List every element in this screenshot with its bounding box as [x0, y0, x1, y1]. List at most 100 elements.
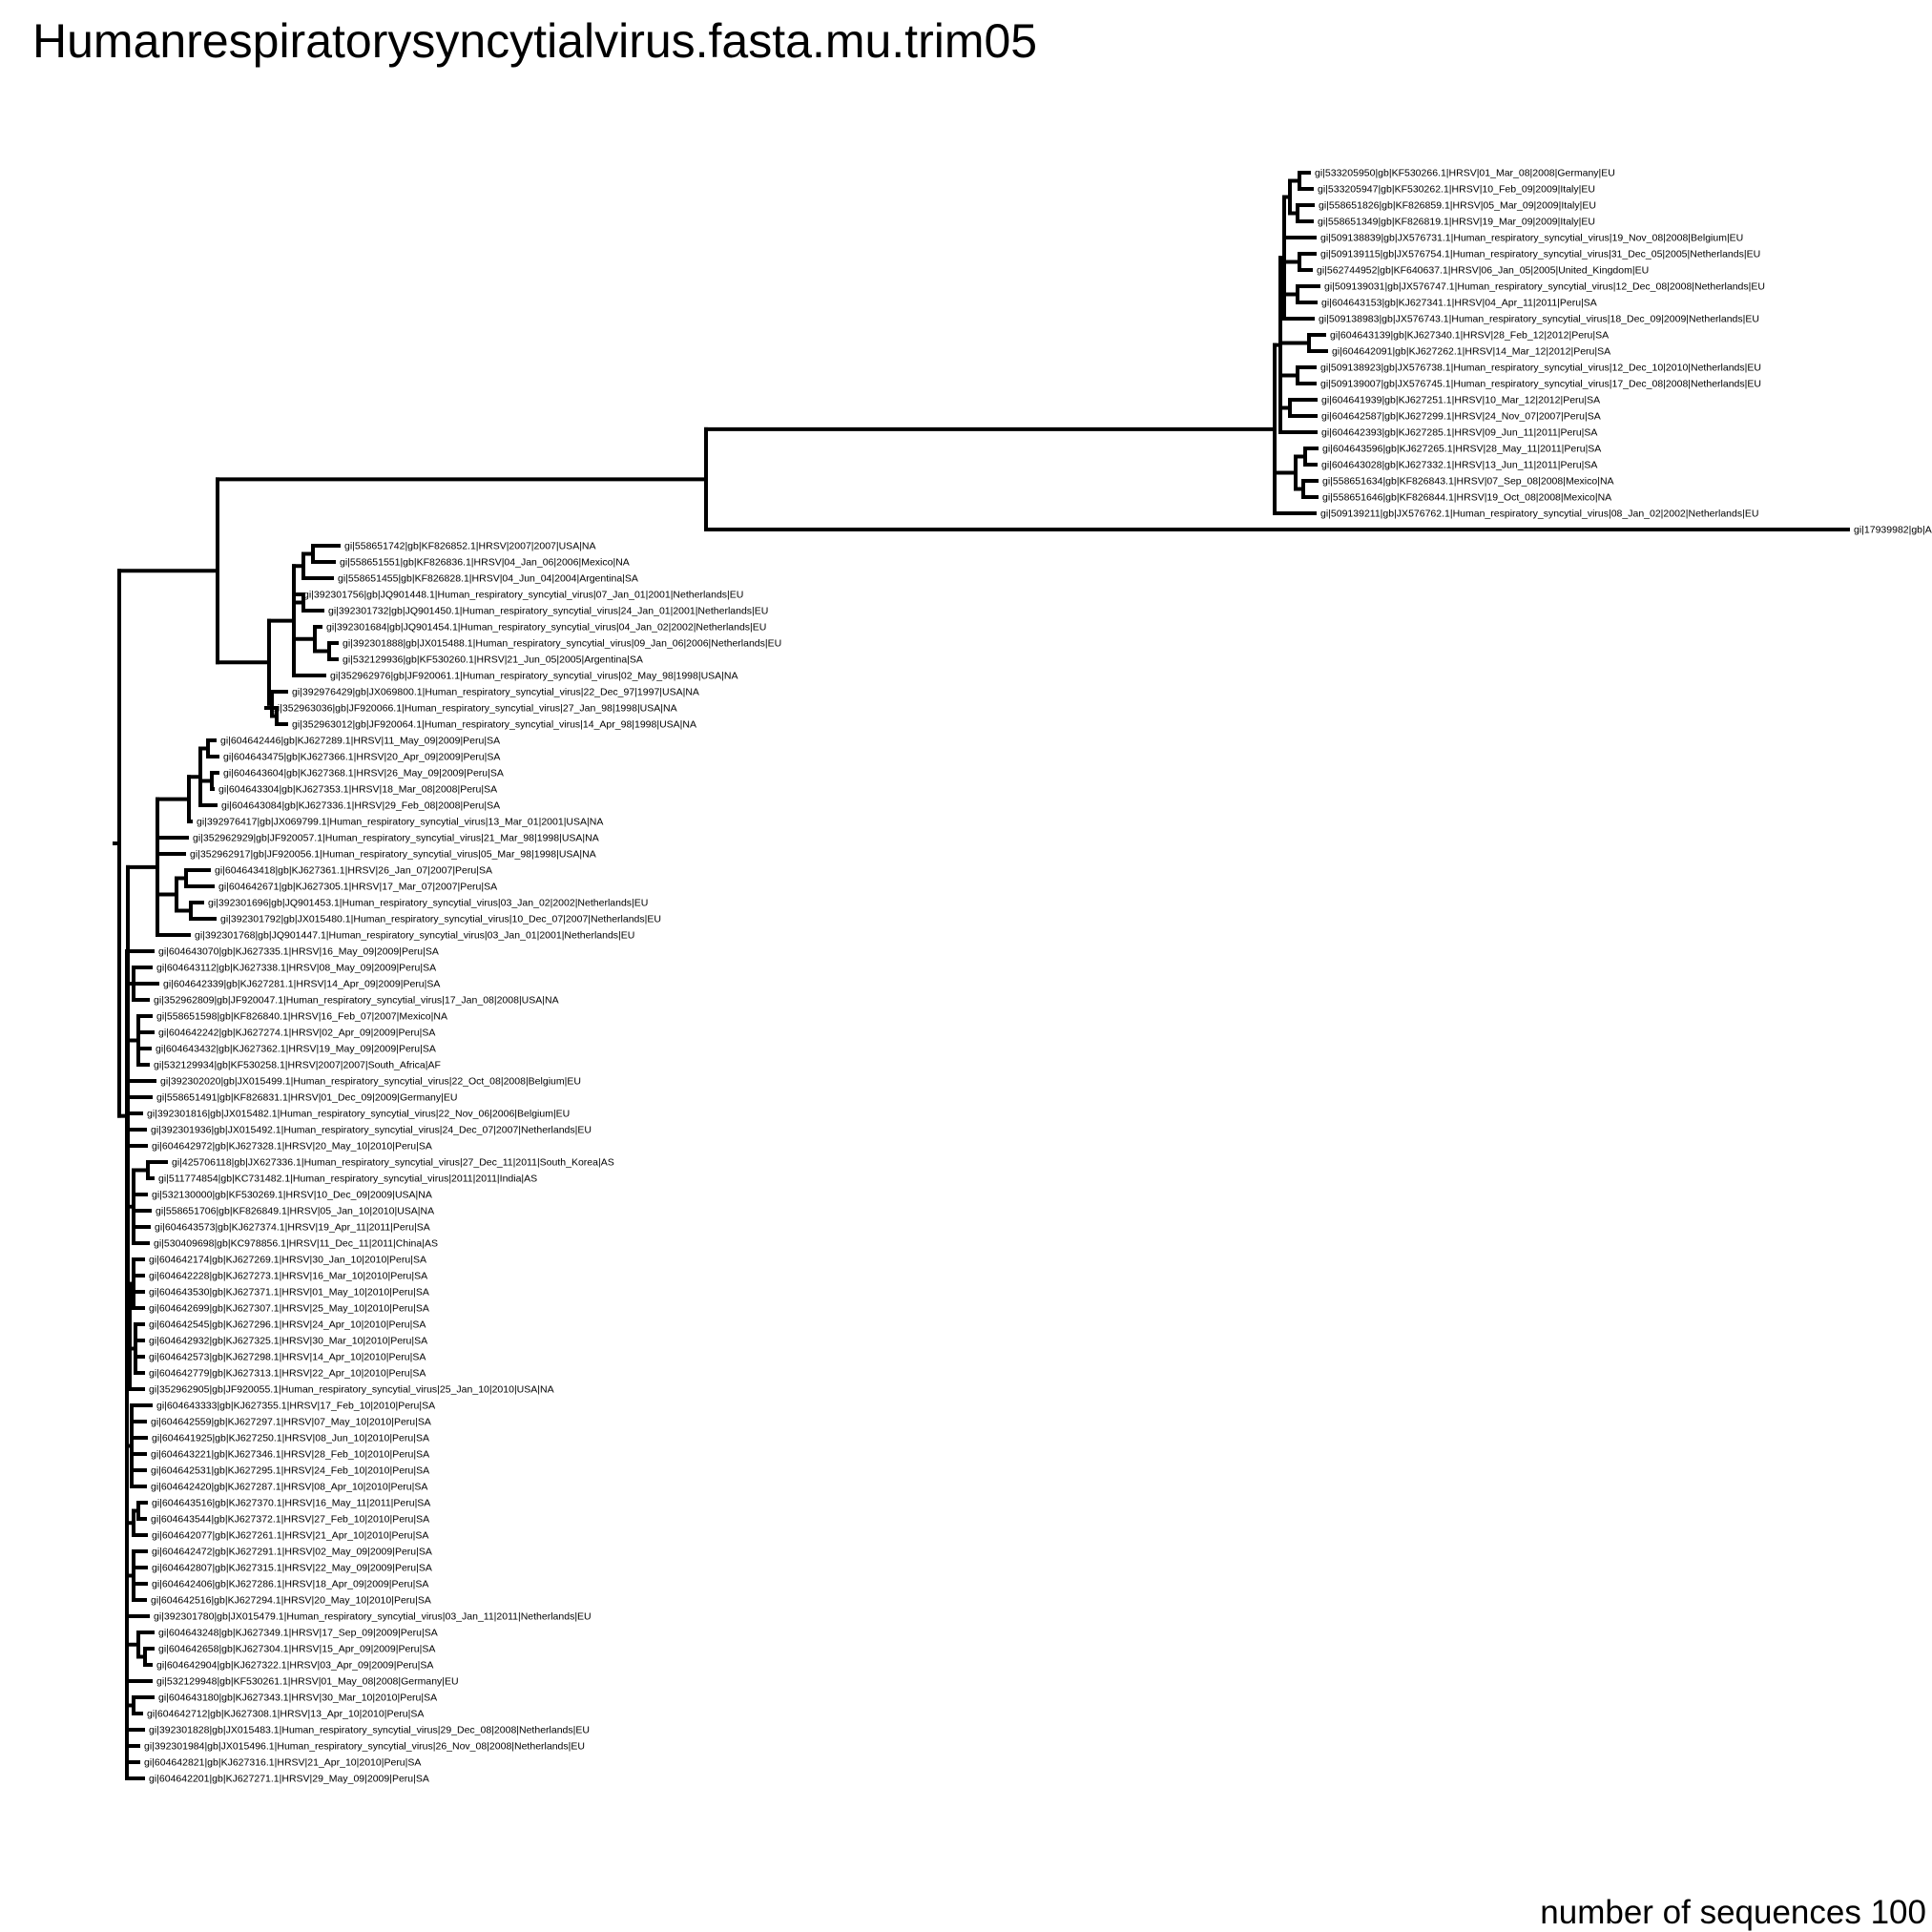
leaf-label: gi|509138983|gb|JX576743.1|Human_respira… — [1319, 314, 1759, 325]
leaf-label: gi|352962976|gb|JF920061.1|Human_respira… — [330, 671, 738, 682]
leaf-label: gi|562744952|gb|KF640637.1|HRSV|06_Jan_0… — [1317, 265, 1649, 277]
leaf-label: gi|604642545|gb|KJ627296.1|HRSV|24_Apr_1… — [149, 1319, 426, 1331]
leaf-label: gi|604642472|gb|KJ627291.1|HRSV|02_May_0… — [152, 1547, 432, 1558]
leaf-label: gi|511774854|gb|KC731482.1|Human_respira… — [158, 1174, 537, 1185]
tree-title: Humanrespiratorysyncytialvirus.fasta.mu.… — [32, 14, 1038, 68]
leaf-label: gi|604642972|gb|KJ627328.1|HRSV|20_May_1… — [152, 1141, 432, 1153]
leaf-label: gi|604643112|gb|KJ627338.1|HRSV|08_May_0… — [156, 963, 436, 974]
leaf-label: gi|392301792|gb|JX015480.1|Human_respira… — [220, 914, 661, 925]
sequence-count-caption: number of sequences 100 — [1540, 1894, 1926, 1931]
leaf-label: gi|604642932|gb|KJ627325.1|HRSV|30_Mar_1… — [149, 1336, 427, 1347]
leaf-label: gi|604642712|gb|KJ627308.1|HRSV|13_Apr_1… — [147, 1709, 424, 1720]
leaf-label: gi|509139031|gb|JX576747.1|Human_respira… — [1324, 281, 1765, 293]
leaf-label: gi|509138923|gb|JX576738.1|Human_respira… — [1320, 363, 1761, 374]
leaf-label: gi|604642077|gb|KJ627261.1|HRSV|21_Apr_1… — [152, 1530, 428, 1542]
leaf-label: gi|604642201|gb|KJ627271.1|HRSV|29_May_0… — [149, 1774, 429, 1785]
leaf-label: gi|604643516|gb|KJ627370.1|HRSV|16_May_1… — [152, 1498, 430, 1509]
leaf-label: gi|392301684|gb|JQ901454.1|Human_respira… — [326, 622, 766, 634]
leaf-label: gi|352963012|gb|JF920064.1|Human_respira… — [292, 719, 696, 731]
leaf-label: gi|604641925|gb|KJ627250.1|HRSV|08_Jun_1… — [152, 1433, 429, 1444]
leaf-label: gi|392301732|gb|JQ901450.1|Human_respira… — [328, 606, 768, 617]
leaf-label: gi|352962809|gb|JF920047.1|Human_respira… — [154, 995, 559, 1007]
leaf-label: gi|604643596|gb|KJ627265.1|HRSV|28_May_1… — [1322, 444, 1601, 455]
leaf-label: gi|604643333|gb|KJ627355.1|HRSV|17_Feb_1… — [156, 1401, 435, 1412]
leaf-label: gi|604643475|gb|KJ627366.1|HRSV|20_Apr_0… — [223, 752, 500, 763]
leaf-label: gi|604642242|gb|KJ627274.1|HRSV|02_Apr_0… — [158, 1028, 435, 1039]
leaf-label: gi|392301888|gb|JX015488.1|Human_respira… — [343, 638, 781, 650]
leaf-labels: gi|533205950|gb|KF530266.1|HRSV|01_Mar_0… — [144, 168, 1932, 1785]
leaf-label: gi|392302020|gb|JX015499.1|Human_respira… — [160, 1076, 581, 1088]
leaf-label: gi|392976417|gb|JX069799.1|Human_respira… — [197, 817, 603, 828]
leaf-label: gi|558651349|gb|KF826819.1|HRSV|19_Mar_0… — [1318, 217, 1595, 228]
leaf-label: gi|533205947|gb|KF530262.1|HRSV|10_Feb_0… — [1318, 184, 1595, 196]
leaf-label: gi|604642573|gb|KJ627298.1|HRSV|14_Apr_1… — [149, 1352, 426, 1363]
leaf-label: gi|509139007|gb|JX576745.1|Human_respira… — [1320, 379, 1761, 390]
leaf-label: gi|604642174|gb|KJ627269.1|HRSV|30_Jan_1… — [149, 1255, 426, 1266]
leaf-label: gi|530409698|gb|KC978856.1|HRSV|11_Dec_1… — [154, 1238, 438, 1250]
leaf-label: gi|604643418|gb|KJ627361.1|HRSV|26_Jan_0… — [215, 865, 492, 877]
leaf-label: gi|604642420|gb|KJ627287.1|HRSV|08_Apr_1… — [151, 1482, 427, 1493]
leaf-label: gi|604642406|gb|KJ627286.1|HRSV|18_Apr_0… — [152, 1579, 428, 1590]
leaf-label: gi|558651634|gb|KF826843.1|HRSV|07_Sep_0… — [1322, 476, 1614, 488]
leaf-label: gi|604643248|gb|KJ627349.1|HRSV|17_Sep_0… — [158, 1628, 438, 1639]
leaf-label: gi|604642821|gb|KJ627316.1|HRSV|21_Apr_1… — [144, 1757, 421, 1769]
leaf-label: gi|604642587|gb|KJ627299.1|HRSV|24_Nov_0… — [1321, 411, 1601, 423]
leaf-label: gi|604643180|gb|KJ627343.1|HRSV|30_Mar_1… — [158, 1693, 437, 1704]
leaf-label: gi|509139115|gb|JX576754.1|Human_respira… — [1320, 249, 1760, 260]
leaf-label: gi|604643221|gb|KJ627346.1|HRSV|28_Feb_1… — [151, 1449, 429, 1461]
leaf-label: gi|604643304|gb|KJ627353.1|HRSV|18_Mar_0… — [218, 784, 497, 796]
leaf-label: gi|604641939|gb|KJ627251.1|HRSV|10_Mar_1… — [1321, 395, 1600, 406]
leaf-label: gi|604642699|gb|KJ627307.1|HRSV|25_May_1… — [149, 1303, 429, 1315]
leaf-label: gi|604642559|gb|KJ627297.1|HRSV|07_May_1… — [151, 1417, 431, 1428]
leaf-label: gi|604642671|gb|KJ627305.1|HRSV|17_Mar_0… — [218, 882, 497, 893]
leaf-label: gi|558651826|gb|KF826859.1|HRSV|05_Mar_0… — [1319, 200, 1596, 212]
leaf-label: gi|558651598|gb|KF826840.1|HRSV|16_Feb_0… — [156, 1011, 447, 1023]
leaf-label: gi|604643139|gb|KJ627340.1|HRSV|28_Feb_1… — [1330, 330, 1609, 342]
leaf-label: gi|509138839|gb|JX576731.1|Human_respira… — [1320, 233, 1743, 244]
leaf-label: gi|532130000|gb|KF530269.1|HRSV|10_Dec_0… — [152, 1190, 432, 1201]
leaf-label: gi|558651491|gb|KF826831.1|HRSV|01_Dec_0… — [156, 1092, 457, 1104]
leaf-label: gi|17939982|gb|A — [1854, 525, 1932, 536]
leaf-label: gi|425706118|gb|JX627336.1|Human_respira… — [172, 1157, 614, 1169]
leaf-label: gi|604642516|gb|KJ627294.1|HRSV|20_May_1… — [151, 1595, 431, 1607]
leaf-label: gi|532129936|gb|KF530260.1|HRSV|21_Jun_0… — [343, 654, 643, 666]
leaf-label: gi|604643544|gb|KJ627372.1|HRSV|27_Feb_1… — [151, 1514, 429, 1526]
leaf-label: gi|604643070|gb|KJ627335.1|HRSV|16_May_0… — [158, 946, 439, 958]
leaf-label: gi|604642339|gb|KJ627281.1|HRSV|14_Apr_0… — [163, 979, 440, 990]
leaf-label: gi|558651742|gb|KF826852.1|HRSV|2007|200… — [344, 541, 596, 552]
leaf-label: gi|352962905|gb|JF920055.1|Human_respira… — [149, 1384, 554, 1396]
leaf-label: gi|604642446|gb|KJ627289.1|HRSV|11_May_0… — [220, 736, 500, 747]
leaf-label: gi|392301696|gb|JQ901453.1|Human_respira… — [208, 898, 648, 909]
leaf-label: gi|392301780|gb|JX015479.1|Human_respira… — [154, 1611, 592, 1623]
leaf-label: gi|532129934|gb|KF530258.1|HRSV|2007|200… — [154, 1060, 441, 1071]
leaf-label: gi|604643604|gb|KJ627368.1|HRSV|26_May_0… — [223, 768, 504, 779]
tree-branches — [113, 171, 1850, 1780]
leaf-label: gi|532129948|gb|KF530261.1|HRSV|01_May_0… — [156, 1676, 459, 1688]
leaf-label: gi|558651551|gb|KF826836.1|HRSV|04_Jan_0… — [340, 557, 630, 569]
leaf-label: gi|604643028|gb|KJ627332.1|HRSV|13_Jun_1… — [1321, 460, 1597, 471]
leaf-label: gi|604642393|gb|KJ627285.1|HRSV|09_Jun_1… — [1321, 427, 1597, 439]
leaf-label: gi|604642531|gb|KJ627295.1|HRSV|24_Feb_1… — [151, 1465, 429, 1477]
leaf-label: gi|558651646|gb|KF826844.1|HRSV|19_Oct_0… — [1322, 492, 1611, 504]
leaf-label: gi|509139211|gb|JX576762.1|Human_respira… — [1320, 509, 1758, 520]
leaf-label: gi|604642228|gb|KJ627273.1|HRSV|16_Mar_1… — [149, 1271, 427, 1282]
leaf-label: gi|558651455|gb|KF826828.1|HRSV|04_Jun_0… — [338, 573, 638, 585]
leaf-label: gi|604642658|gb|KJ627304.1|HRSV|15_Apr_0… — [158, 1644, 435, 1655]
leaf-label: gi|604643530|gb|KJ627371.1|HRSV|01_May_1… — [149, 1287, 429, 1298]
leaf-label: gi|392301768|gb|JQ901447.1|Human_respira… — [195, 930, 634, 942]
leaf-label: gi|604643573|gb|KJ627374.1|HRSV|19_Apr_1… — [155, 1222, 430, 1234]
leaf-label: gi|604642091|gb|KJ627262.1|HRSV|14_Mar_1… — [1332, 346, 1610, 358]
leaf-label: gi|533205950|gb|KF530266.1|HRSV|01_Mar_0… — [1315, 168, 1615, 179]
leaf-label: gi|392301816|gb|JX015482.1|Human_respira… — [147, 1109, 570, 1120]
leaf-label: gi|392301756|gb|JQ901448.1|Human_respira… — [303, 590, 743, 601]
leaf-label: gi|604643153|gb|KJ627341.1|HRSV|04_Apr_1… — [1321, 298, 1597, 309]
leaf-label: gi|558651706|gb|KF826849.1|HRSV|05_Jan_1… — [156, 1206, 434, 1217]
leaf-label: gi|604643084|gb|KJ627336.1|HRSV|29_Feb_0… — [221, 800, 500, 812]
leaf-label: gi|392301936|gb|JX015492.1|Human_respira… — [151, 1125, 592, 1136]
leaf-label: gi|392301828|gb|JX015483.1|Human_respira… — [149, 1725, 590, 1736]
leaf-label: gi|352962929|gb|JF920057.1|Human_respira… — [193, 833, 599, 844]
leaf-label: gi|392976429|gb|JX069800.1|Human_respira… — [292, 687, 699, 698]
leaf-label: gi|392301984|gb|JX015496.1|Human_respira… — [144, 1741, 585, 1753]
leaf-label: gi|352962917|gb|JF920056.1|Human_respira… — [190, 849, 596, 861]
leaf-label: gi|604643432|gb|KJ627362.1|HRSV|19_May_0… — [156, 1044, 436, 1055]
